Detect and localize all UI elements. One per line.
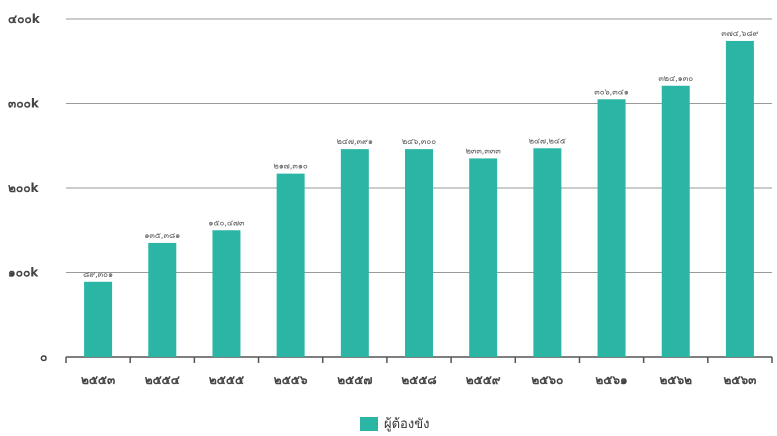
x-tick-label: ๒๕๕๖ (274, 373, 308, 387)
data-label: ๒๔๖,๓๐๐ (402, 137, 436, 146)
data-label: ๓๒๔,๑๓๐ (658, 74, 693, 83)
data-label: ๑๓๕,๓๘๑ (144, 231, 180, 240)
bar (725, 40, 754, 357)
x-tick-label: ๒๕๕๘ (401, 373, 436, 387)
bar (148, 242, 177, 357)
y-tick-label: ๑๐๐k (8, 266, 39, 280)
bar (276, 173, 305, 357)
y-tick-label: ๒๐๐k (8, 181, 40, 195)
data-label: ๘๙,๓๐๑ (83, 270, 113, 279)
x-tick-label: ๒๕๖๑ (595, 373, 627, 387)
bar (405, 149, 433, 357)
data-label: ๓๐๖,๓๔๑ (594, 87, 629, 96)
y-tick-label: ๐ (40, 350, 47, 364)
x-tick-label: ๒๕๕๔ (145, 373, 180, 387)
x-tick-label: ๒๕๕๙ (466, 373, 501, 387)
bar (661, 85, 690, 357)
data-label: ๒๓๓,๓๓๓ (466, 146, 502, 155)
x-tick-label: ๒๕๕๗ (337, 373, 372, 387)
legend-swatch (360, 416, 378, 431)
x-tick-label: ๒๕๕๓ (81, 373, 115, 387)
bar (469, 158, 498, 357)
data-label: ๑๕๐,๔๗๓ (208, 218, 245, 227)
legend-label: ผู้ต้องขัง (384, 417, 430, 432)
data-label: ๒๔๗,๒๔๕ (529, 136, 566, 145)
data-label: ๒๑๗,๓๑๐ (273, 162, 307, 171)
bar (84, 281, 113, 357)
bar (533, 148, 562, 357)
x-tick-label: ๒๕๖๓ (724, 373, 757, 387)
data-label: ๓๗๔,๖๘๙ (721, 29, 758, 38)
bar (212, 230, 241, 357)
legend: ผู้ต้องขัง (360, 413, 429, 434)
bar (340, 149, 369, 357)
bar (597, 99, 626, 358)
x-tick-label: ๒๕๖๒ (659, 373, 692, 387)
y-tick-label: ๓๐๐k (8, 97, 40, 111)
x-tick-label: ๒๕๖๐ (531, 373, 563, 387)
y-tick-label: ๔๐๐k (8, 12, 41, 26)
x-tick-label: ๒๕๕๕ (209, 373, 244, 387)
data-label: ๒๔๗,๓๙๑ (337, 137, 373, 146)
